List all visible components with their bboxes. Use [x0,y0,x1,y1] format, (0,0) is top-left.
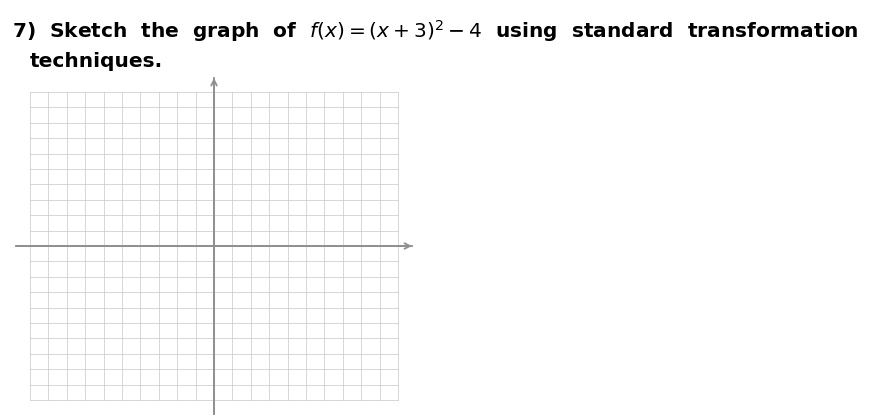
Text: techniques.: techniques. [30,52,163,71]
Text: 7)  Sketch  the  graph  of  $f(x) = (x + 3)^2 - 4$  using  standard  transformat: 7) Sketch the graph of $f(x) = (x + 3)^2… [12,18,859,44]
